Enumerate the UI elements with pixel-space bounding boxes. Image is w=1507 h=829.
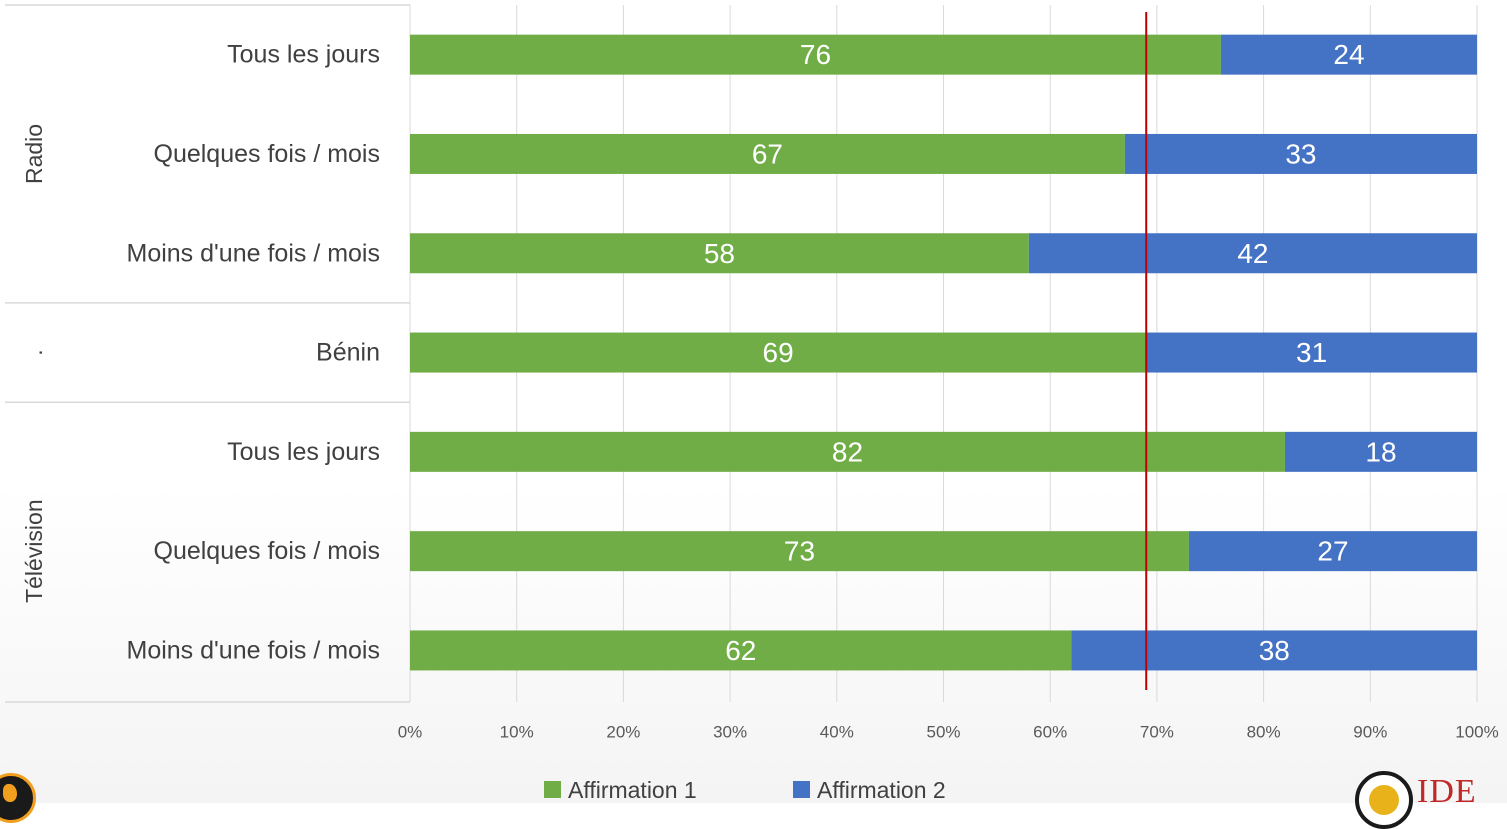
bar-segment xyxy=(410,233,1029,274)
data-label: 38 xyxy=(1259,635,1290,666)
legend-swatch xyxy=(793,781,810,798)
data-label: 27 xyxy=(1317,536,1348,567)
x-tick-label: 90% xyxy=(1353,723,1387,742)
bar-segment xyxy=(1220,34,1477,75)
category-label: Moins d'une fois / mois xyxy=(127,636,381,664)
data-label: 76 xyxy=(800,39,831,70)
x-axis-ticks: 0% 10% 20% 30% 40% 50% 60% 70% 80% 90% 100% xyxy=(398,723,1499,742)
x-tick-label: 60% xyxy=(1033,723,1067,742)
bar-segment xyxy=(410,531,1189,572)
bar-segment xyxy=(410,630,1072,671)
data-label: 69 xyxy=(763,337,794,368)
ide-logo: IDE xyxy=(1355,771,1507,829)
legend-swatch xyxy=(544,781,561,798)
legend-label: Affirmation 2 xyxy=(817,777,946,803)
category-axis: Radio. Télévision Tous les jours Quelques f… xyxy=(5,4,411,703)
category-label: Bénin xyxy=(316,339,380,367)
ide-logo-text: IDE xyxy=(1417,773,1477,810)
x-tick-label: 10% xyxy=(500,723,534,742)
legend: Affirmation 1 Affirmation 2 xyxy=(544,777,946,803)
x-tick-label: 100% xyxy=(1455,723,1498,742)
group-label: Télévision xyxy=(21,499,47,603)
bar-segment xyxy=(1028,233,1477,274)
data-label: 33 xyxy=(1285,138,1316,169)
x-tick-label: 0% xyxy=(398,723,423,742)
bar-segment xyxy=(410,431,1285,472)
data-label: 82 xyxy=(832,436,863,467)
category-label: Quelques fois / mois xyxy=(154,537,381,565)
data-label: 24 xyxy=(1333,39,1364,70)
x-tick-label: 30% xyxy=(713,723,747,742)
legend-label: Affirmation 1 xyxy=(568,777,697,803)
data-label: 42 xyxy=(1237,238,1268,269)
category-label: Tous les jours xyxy=(227,438,380,466)
x-tick-label: 70% xyxy=(1140,723,1174,742)
bar-segment xyxy=(410,332,1147,373)
bar-segment xyxy=(1146,332,1477,373)
data-label: 73 xyxy=(784,536,815,567)
bar-segment xyxy=(1284,431,1477,472)
category-label: Tous les jours xyxy=(227,41,380,69)
bar-segment xyxy=(1188,531,1477,572)
x-tick-label: 40% xyxy=(820,723,854,742)
data-label: 67 xyxy=(752,138,783,169)
x-tick-label: 20% xyxy=(606,723,640,742)
data-label: 62 xyxy=(725,635,756,666)
data-label: 18 xyxy=(1365,436,1396,467)
stacked-bar-chart: Radio. Télévision Tous les jours Quelques f… xyxy=(5,4,1499,803)
x-tick-label: 80% xyxy=(1247,723,1281,742)
group-label: . xyxy=(21,349,47,355)
bar-segment xyxy=(410,133,1125,174)
ide-seal xyxy=(1355,771,1413,829)
data-label: 58 xyxy=(704,238,735,269)
category-label: Moins d'une fois / mois xyxy=(127,239,381,267)
bar-segment xyxy=(1124,133,1477,174)
category-label: Quelques fois / mois xyxy=(154,140,381,168)
bars: 76 24 67 33 58 42 69 31 82 18 73 27 62 38 xyxy=(410,34,1477,671)
bar-segment xyxy=(1071,630,1477,671)
data-label: 31 xyxy=(1296,337,1327,368)
group-label: Radio xyxy=(21,124,47,184)
x-tick-label: 50% xyxy=(926,723,960,742)
bar-segment xyxy=(410,34,1221,75)
